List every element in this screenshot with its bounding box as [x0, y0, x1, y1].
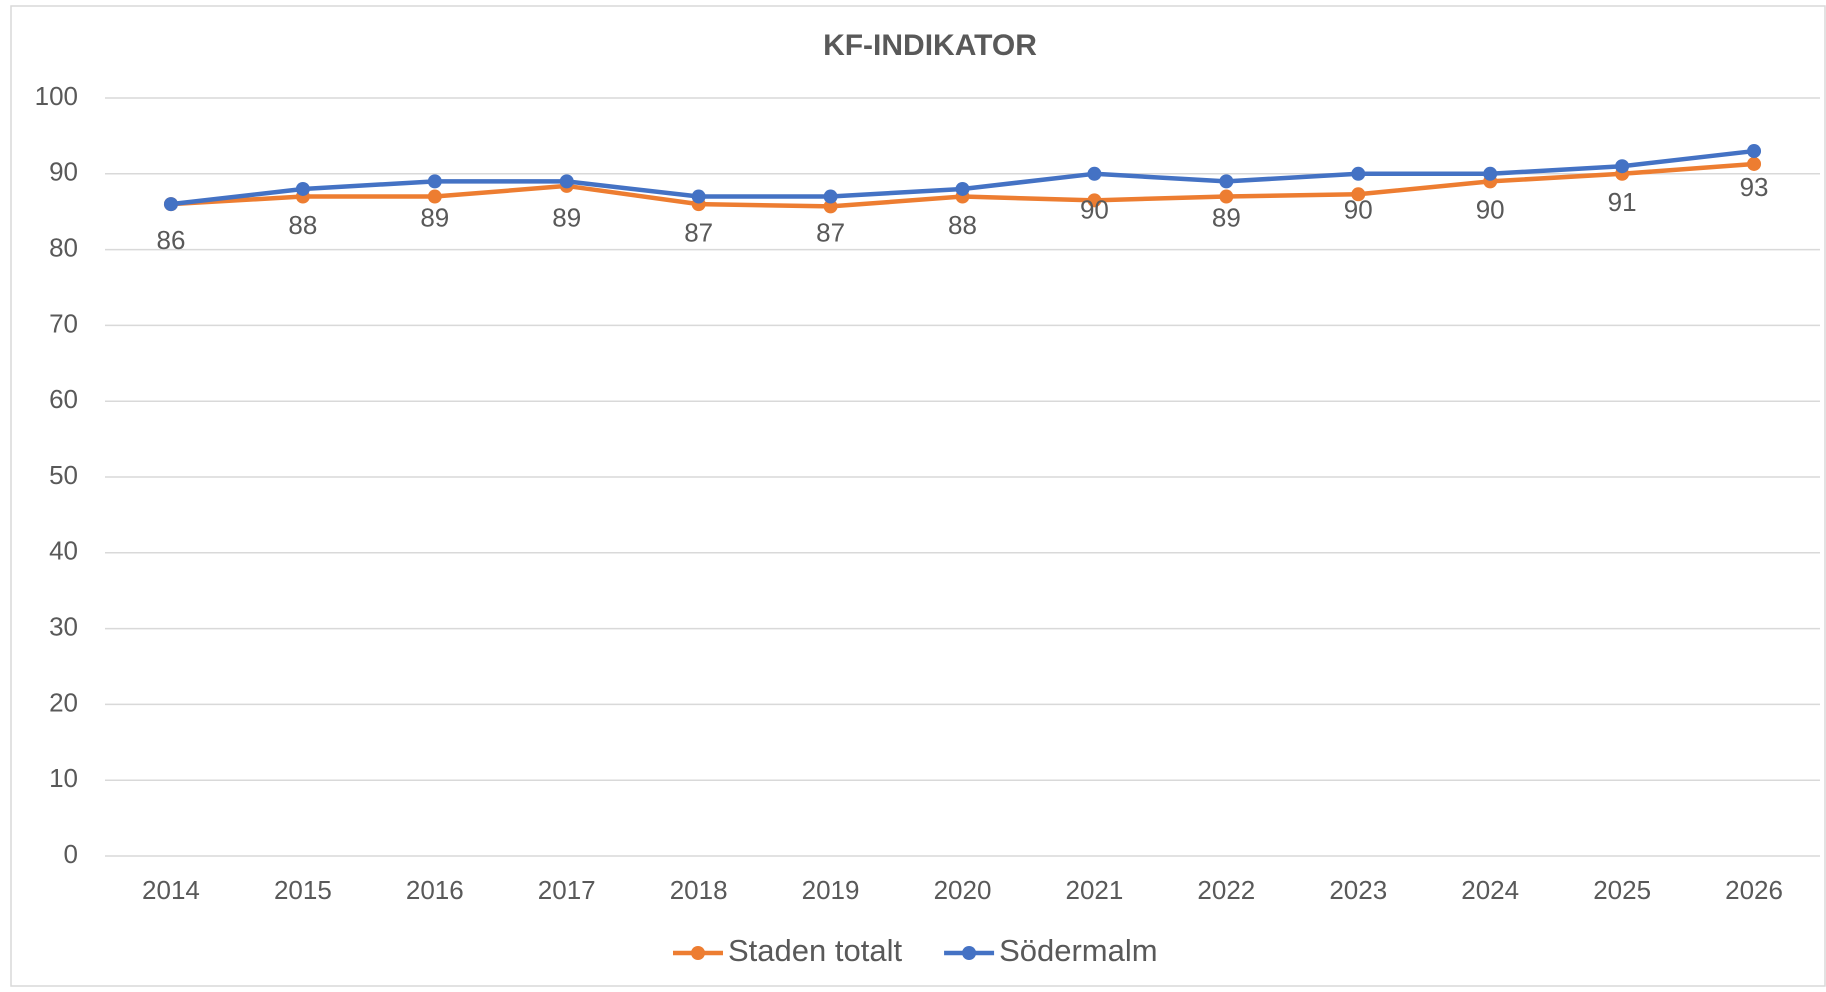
data-label: 93 — [1740, 172, 1769, 202]
x-tick-label: 2018 — [670, 875, 728, 905]
y-tick-label: 40 — [49, 536, 78, 566]
data-point — [427, 189, 442, 204]
x-tick-label: 2016 — [406, 875, 464, 905]
data-point — [163, 197, 178, 212]
data-label: 88 — [948, 210, 977, 240]
x-tick-label: 2017 — [538, 875, 596, 905]
data-label: 89 — [420, 202, 449, 232]
data-point — [427, 174, 442, 189]
data-label: 89 — [552, 202, 581, 232]
x-tick-label: 2025 — [1593, 875, 1651, 905]
data-label: 89 — [1212, 202, 1241, 232]
data-point — [1087, 166, 1102, 181]
data-point — [1747, 156, 1762, 171]
data-point — [1483, 166, 1498, 181]
y-tick-label: 90 — [49, 157, 78, 187]
data-point — [1615, 159, 1630, 174]
data-point — [691, 189, 706, 204]
data-point — [559, 174, 574, 189]
data-point — [823, 199, 838, 214]
y-tick-label: 50 — [49, 460, 78, 490]
x-tick-label: 2014 — [142, 875, 200, 905]
data-point — [1087, 193, 1102, 208]
legend-marker — [962, 946, 977, 960]
data-label: 90 — [1476, 195, 1505, 225]
legend-label: Staden totalt — [728, 933, 902, 968]
y-tick-label: 70 — [49, 308, 78, 338]
data-label: 86 — [157, 225, 186, 255]
x-tick-label: 2023 — [1329, 875, 1387, 905]
data-label: 87 — [684, 217, 713, 247]
data-point — [1219, 174, 1234, 189]
data-point — [955, 181, 970, 196]
legend-label: Södermalm — [999, 933, 1158, 968]
data-label: 87 — [816, 217, 845, 247]
x-tick-label: 2026 — [1725, 875, 1783, 905]
y-tick-label: 60 — [49, 384, 78, 414]
data-point — [295, 181, 310, 196]
y-tick-label: 10 — [49, 763, 78, 793]
data-point — [1219, 189, 1234, 204]
y-tick-label: 0 — [64, 839, 78, 869]
chart-border — [10, 5, 1826, 987]
data-label: 90 — [1344, 195, 1373, 225]
x-tick-label: 2019 — [802, 875, 860, 905]
data-label: 88 — [288, 210, 317, 240]
data-point — [1351, 166, 1366, 181]
data-point — [1747, 144, 1762, 159]
x-tick-label: 2021 — [1066, 875, 1124, 905]
y-tick-label: 80 — [49, 232, 78, 262]
data-point — [823, 189, 838, 204]
y-tick-label: 100 — [35, 81, 78, 111]
x-tick-label: 2015 — [274, 875, 332, 905]
legend-marker — [691, 946, 705, 960]
x-tick-label: 2020 — [934, 875, 992, 905]
data-point — [1351, 187, 1366, 202]
chart-title: KF-INDIKATOR — [823, 29, 1037, 62]
x-tick-label: 2024 — [1461, 875, 1519, 905]
y-tick-label: 30 — [49, 611, 78, 641]
data-label: 91 — [1608, 187, 1637, 217]
data-label: 90 — [1080, 195, 1109, 225]
y-tick-label: 20 — [49, 687, 78, 717]
x-tick-label: 2022 — [1197, 875, 1255, 905]
